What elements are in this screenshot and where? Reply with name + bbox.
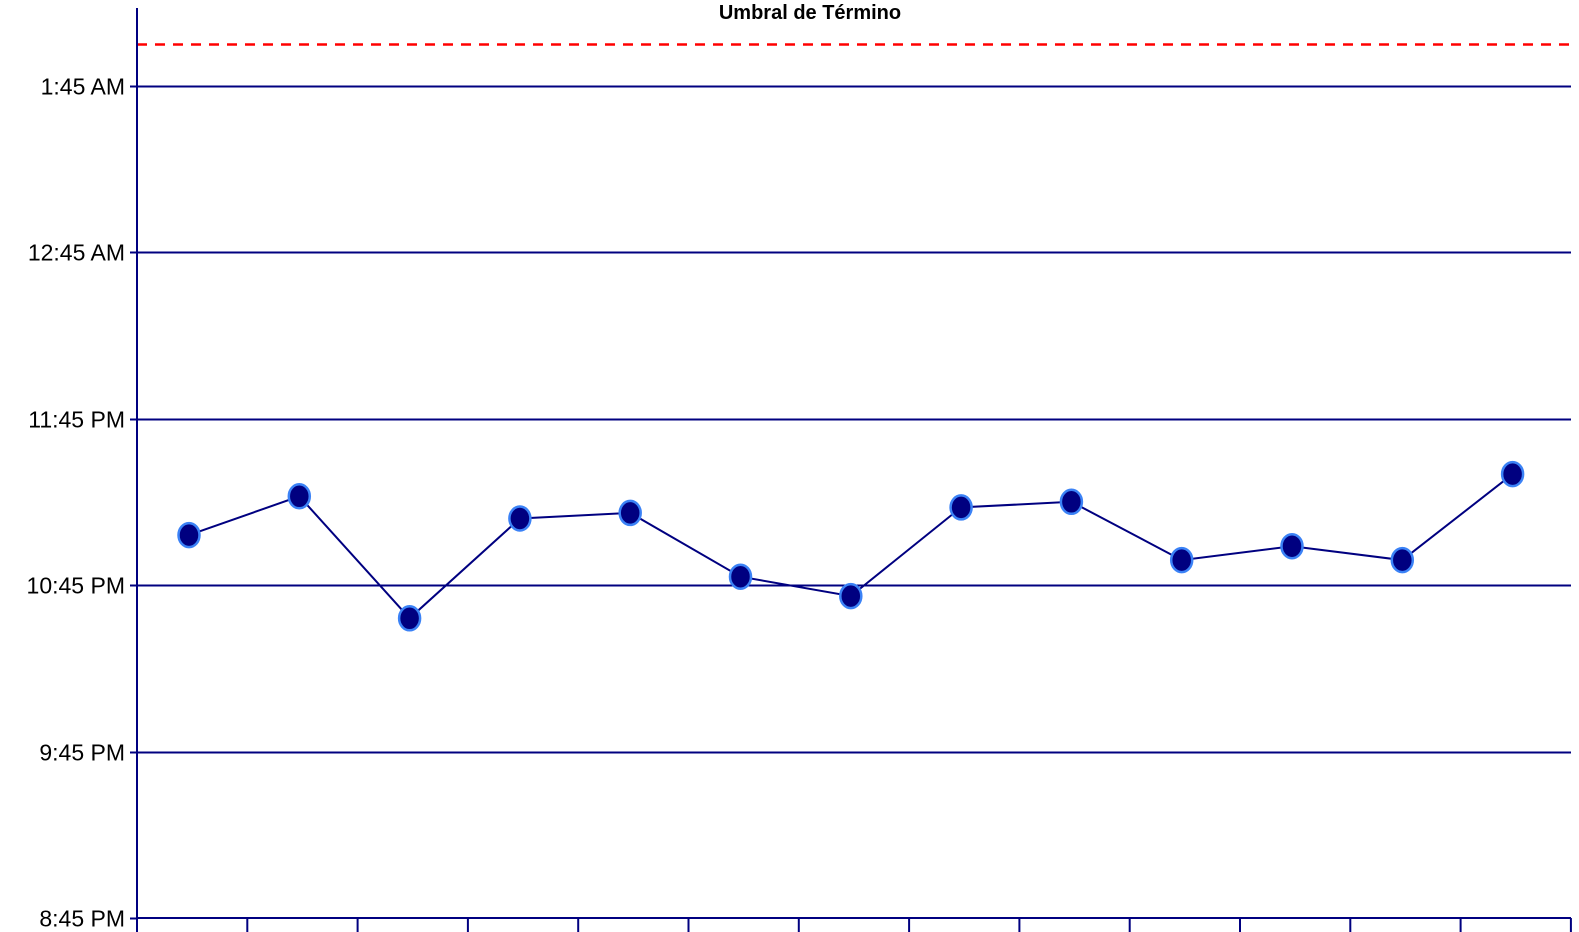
data-point <box>508 505 532 532</box>
data-point <box>1169 546 1194 574</box>
y-tick-label: 11:45 PM <box>28 407 125 433</box>
data-point <box>177 521 201 549</box>
data-point <box>1390 546 1415 574</box>
gridlines <box>137 85 1571 754</box>
series-group <box>177 460 1525 632</box>
data-point <box>618 499 642 527</box>
axes <box>130 8 1572 932</box>
data-point <box>397 605 422 632</box>
threshold-group: Umbral de Término <box>137 2 1571 46</box>
y-tick-label: 9:45 PM <box>39 740 125 766</box>
data-point <box>839 582 863 610</box>
y-tick-label: 8:45 PM <box>39 906 125 932</box>
data-point <box>1280 532 1304 560</box>
y-tick-label: 1:45 AM <box>41 74 125 100</box>
y-tick-label: 12:45 AM <box>28 240 125 266</box>
y-tick-label: 10:45 PM <box>27 573 125 599</box>
data-point <box>1500 460 1525 488</box>
data-point <box>1059 488 1084 516</box>
data-point <box>949 494 973 521</box>
data-point <box>287 483 312 510</box>
threshold-label: Umbral de Término <box>719 2 901 24</box>
y-tick-labels: 8:45 PM 9:45 PM 10:45 PM 11:45 PM 12:45 AM 1:… <box>27 74 125 932</box>
data-point <box>728 563 753 590</box>
